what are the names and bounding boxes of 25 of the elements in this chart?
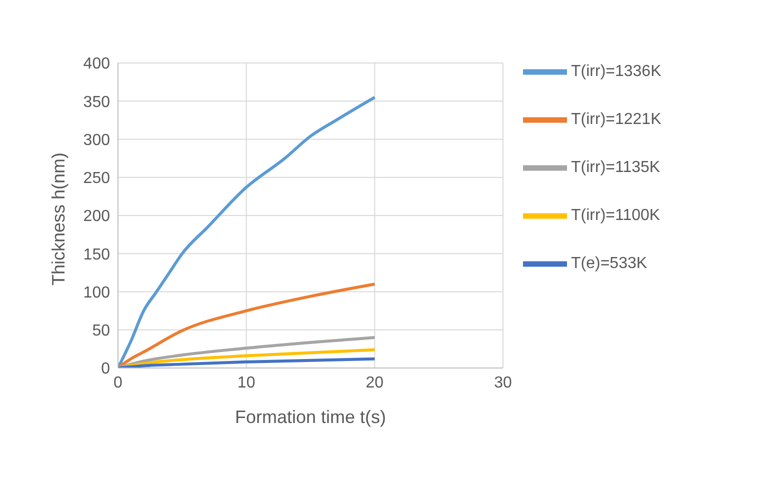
line-series <box>118 336 376 368</box>
line-series <box>118 348 376 368</box>
legend-label: T(e)=533K <box>571 255 648 272</box>
y-axis-title: Thickness h(nm) <box>48 152 68 286</box>
y-tick-label: 150 <box>83 246 110 264</box>
x-tick-label: 30 <box>494 374 512 392</box>
y-tick-label: 400 <box>83 56 110 73</box>
x-tick-label: 10 <box>237 374 256 392</box>
legend-label: T(irr)=1100K <box>571 207 660 224</box>
line-series <box>118 96 376 368</box>
legend-label: T(irr)=1336K <box>571 63 662 80</box>
line-series <box>118 357 376 368</box>
x-axis-title: Formation time t(s) <box>234 407 386 427</box>
y-tick-label: 300 <box>83 132 110 149</box>
y-tick-label: 100 <box>83 284 110 302</box>
legend-label: T(irr)=1221K <box>571 111 662 128</box>
y-tick-label: 0 <box>101 360 110 378</box>
x-tick-label: 20 <box>366 374 384 392</box>
y-tick-label: 200 <box>83 208 110 226</box>
legend-label: T(irr)=1135K <box>571 159 660 176</box>
y-tick-label: 250 <box>83 170 110 188</box>
x-tick-label: 0 <box>114 374 123 392</box>
line-series <box>118 282 376 368</box>
y-tick-label: 50 <box>92 322 110 340</box>
y-tick-label: 350 <box>83 94 110 111</box>
